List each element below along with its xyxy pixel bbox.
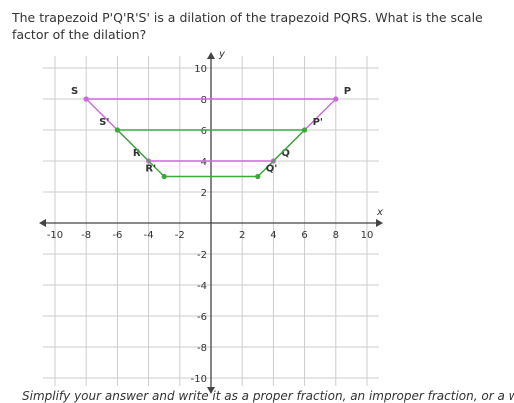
vertex-label: P <box>344 86 351 97</box>
y-tick-label: -2 <box>197 250 207 261</box>
question: The trapezoid P'Q'R'S' is a dilation of … <box>12 10 483 42</box>
vertex-label: Q <box>281 148 290 159</box>
y-tick-label: 2 <box>201 188 207 199</box>
vertex-label: R' <box>145 164 156 175</box>
y-tick-label: 4 <box>201 157 207 168</box>
y-tick-label: -10 <box>191 374 207 385</box>
x-tick-label: 4 <box>270 230 276 241</box>
vertex-label: S <box>71 86 78 97</box>
vertex <box>333 96 339 102</box>
y-tick-label: -4 <box>197 281 207 292</box>
vertex <box>302 127 308 133</box>
y-tick-label: 6 <box>201 126 207 137</box>
vertex-label: Q' <box>266 164 278 175</box>
vertex-label: P' <box>313 117 323 128</box>
y-axis-label: y <box>218 49 226 60</box>
vertex-label: R <box>133 148 141 159</box>
vertex <box>255 173 261 180</box>
y-tick-label: -6 <box>197 312 207 323</box>
x-tick-label: -4 <box>144 230 154 241</box>
y-tick-label: -8 <box>197 343 207 354</box>
vertex <box>83 96 89 102</box>
x-tick-label: 10 <box>361 230 374 241</box>
vertex-label: S' <box>99 117 109 128</box>
x-tick-label: 6 <box>301 230 307 241</box>
x-axis-label: x <box>376 207 383 218</box>
y-tick-label: 10 <box>194 64 207 75</box>
vertex <box>161 173 167 180</box>
x-tick-label: -10 <box>47 230 63 241</box>
instructions: Simplify your answer and write it as a p… <box>22 389 514 403</box>
x-tick-label: 8 <box>333 230 339 241</box>
x-tick-label: -6 <box>112 230 122 241</box>
x-tick-label: 2 <box>239 230 245 241</box>
x-tick-label: -8 <box>81 230 91 241</box>
y-tick-label: 8 <box>201 95 207 106</box>
vertex <box>114 127 120 133</box>
x-tick-label: -2 <box>175 230 185 241</box>
